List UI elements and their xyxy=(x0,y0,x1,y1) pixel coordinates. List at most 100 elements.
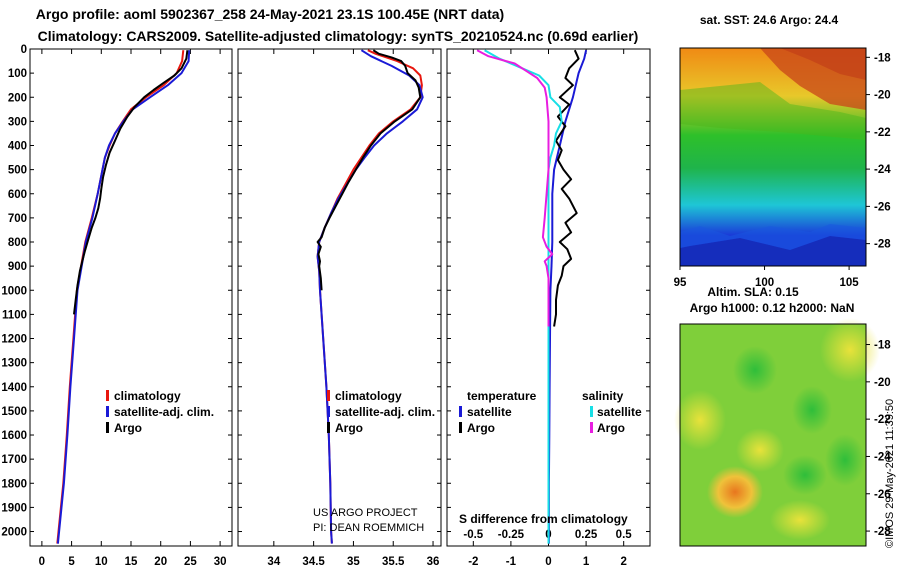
difference-annotation: S difference from climatology xyxy=(459,512,628,526)
legend-label-climatology: climatology xyxy=(114,389,181,403)
sla-y-tick-label: -20 xyxy=(874,377,891,389)
sst-y-tick-label: -28 xyxy=(874,239,891,251)
depth-tick-label: 900 xyxy=(8,261,27,273)
sla-green-patch xyxy=(733,346,777,394)
depth-tick-label: 400 xyxy=(8,141,27,153)
depth-tick-label: 800 xyxy=(8,237,27,249)
series-line-satellite xyxy=(316,49,424,544)
legend-label-climatology: climatology xyxy=(335,389,402,403)
legend-swatch-argo xyxy=(106,422,109,433)
sla-green-patch xyxy=(792,386,832,434)
x-tick-label: 34 xyxy=(267,556,280,568)
sst-y-tick-label: -20 xyxy=(874,90,891,102)
legend-label-satellite: satellite-adj. clim. xyxy=(335,405,435,419)
series-line-t-satellite xyxy=(547,49,588,544)
timestamp: ©IMOS 29-May-2021 11:39:50 xyxy=(884,399,896,548)
sla-high-anomaly xyxy=(707,466,763,518)
sst-map-title: sat. SST: 24.6 Argo: 24.4 xyxy=(700,13,839,27)
legend-swatch-t-argo xyxy=(459,422,462,433)
salinity-legend: climatology satellite-adj. clim. Argo xyxy=(327,389,435,435)
legend-swatch-s-argo xyxy=(590,422,593,433)
sla-y-tick-label: -22 xyxy=(874,414,891,426)
depth-tick-label: 2000 xyxy=(1,527,27,539)
legend-label-t-argo: Argo xyxy=(467,421,495,435)
depth-tick-label: 1800 xyxy=(1,478,27,490)
depth-tick-label: 600 xyxy=(8,189,27,201)
series-line-t-argo xyxy=(553,49,580,327)
legend-label-t-satellite: satellite xyxy=(467,405,512,419)
series-line-argo xyxy=(73,50,189,315)
sst-warmest-region xyxy=(780,48,866,80)
sst-x-tick-label: 105 xyxy=(839,277,859,289)
credit-project: US ARGO PROJECT xyxy=(313,507,418,519)
legend-swatch-s-satellite xyxy=(590,406,593,417)
sst-x-tick-label: 100 xyxy=(755,277,774,289)
legend-swatch-satellite xyxy=(327,406,330,417)
legend-label-satellite: satellite-adj. clim. xyxy=(114,405,214,419)
sla-map-title: Altim. SLA: 0.15 xyxy=(707,285,799,299)
x-tick-label: 15 xyxy=(125,556,138,568)
x-tick-label: 30 xyxy=(214,556,227,568)
sst-cold-region xyxy=(680,236,866,266)
x-tick-label: 34.5 xyxy=(302,556,325,568)
temperature-legend: climatology satellite-adj. clim. Argo xyxy=(106,389,214,435)
legend-header-temperature: temperature xyxy=(467,389,537,403)
salinity-panel-frame xyxy=(237,48,442,547)
depth-tick-label: 0 xyxy=(21,44,27,56)
s-diff-tick-label: -0.25 xyxy=(498,529,525,541)
sla-green-patch xyxy=(783,455,827,495)
legend-swatch-climatology xyxy=(327,390,330,401)
x-tick-label: 20 xyxy=(154,556,167,568)
x-tick-label: 10 xyxy=(95,556,108,568)
depth-tick-label: 300 xyxy=(8,116,27,128)
x-tick-label: 1 xyxy=(583,556,590,568)
sst-green-band xyxy=(680,82,866,140)
s-diff-tick-label: 0.5 xyxy=(616,529,633,541)
x-tick-label: 36 xyxy=(427,556,440,568)
legend-swatch-t-satellite xyxy=(459,406,462,417)
sla-map xyxy=(674,318,880,547)
sst-y-tick-label: -22 xyxy=(874,127,891,139)
sla-map-frame xyxy=(679,323,867,547)
legend-label-argo: Argo xyxy=(114,421,142,435)
difference-x-axis: -2 -1 0 1 2 xyxy=(468,49,627,568)
sst-y-axis: -18 -20 -22 -24 -26 -28 xyxy=(866,52,891,251)
series-line-s-argo xyxy=(476,49,554,327)
sst-y-tick-label: -24 xyxy=(874,164,891,176)
sst-map-frame xyxy=(679,47,867,267)
depth-tick-label: 1500 xyxy=(1,406,27,418)
difference-lines xyxy=(476,49,588,544)
series-line-climatology xyxy=(316,49,423,544)
legend-label-s-argo: Argo xyxy=(597,421,625,435)
depth-tick-label: 1000 xyxy=(1,285,27,297)
depth-tick-label: 1200 xyxy=(1,334,27,346)
sla-y-tick-label: -26 xyxy=(874,489,891,501)
temperature-lines xyxy=(56,50,191,544)
credit-pi: PI: DEAN ROEMMICH xyxy=(313,522,424,534)
depth-tick-label: 1700 xyxy=(1,454,27,466)
sla-yellow-patch xyxy=(820,318,880,382)
sla-y-tick-label: -24 xyxy=(874,451,891,463)
x-tick-label: 35.5 xyxy=(382,556,405,568)
x-tick-label: -1 xyxy=(506,556,517,568)
salinity-difference-axis: -0.5 -0.25 0 0.25 0.5 xyxy=(463,529,632,541)
legend-swatch-climatology xyxy=(106,390,109,401)
sst-map xyxy=(679,47,867,267)
s-diff-tick-label: 0.25 xyxy=(575,529,598,541)
sla-y-axis: -18 -20 -22 -24 -26 -28 xyxy=(866,340,891,538)
x-tick-label: 5 xyxy=(68,556,75,568)
x-tick-label: 0 xyxy=(39,556,45,568)
temperature-x-axis: 0 5 10 15 20 25 30 xyxy=(39,49,227,568)
legend-label-s-satellite: satellite xyxy=(597,405,642,419)
figure-title-line2: Climatology: CARS2009. Satellite-adjuste… xyxy=(38,28,639,44)
salinity-lines xyxy=(316,49,424,544)
figure-title-line1: Argo profile: aoml 5902367_258 24-May-20… xyxy=(36,6,504,22)
sla-green-patch xyxy=(825,434,865,486)
depth-axis: 0 100 200 300 400 500 600 700 800 900 1000 1100 1200… xyxy=(1,44,650,539)
x-tick-label: 2 xyxy=(620,556,626,568)
sla-yellow-patch xyxy=(770,500,830,540)
depth-tick-label: 200 xyxy=(8,92,27,104)
series-line-argo xyxy=(316,49,422,291)
difference-legend: temperature salinity satellite Argo sate… xyxy=(459,389,642,435)
